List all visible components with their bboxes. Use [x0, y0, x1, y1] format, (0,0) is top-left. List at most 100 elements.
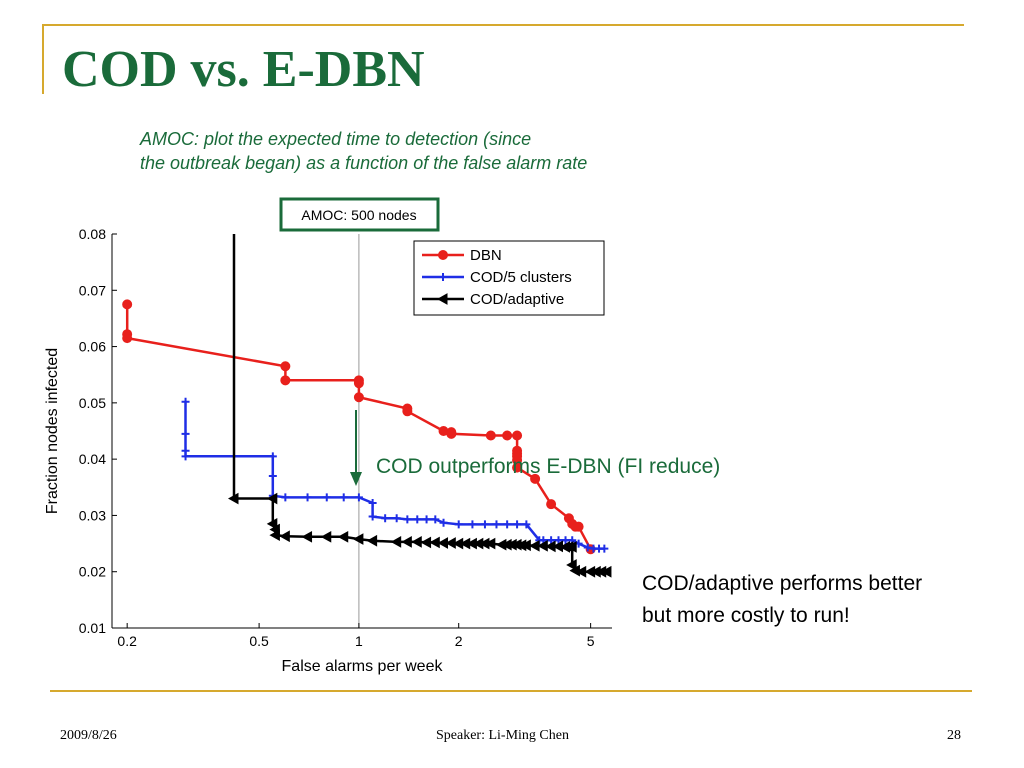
data-point — [502, 430, 513, 441]
y-tick-label: 0.05 — [79, 395, 106, 411]
data-point — [583, 543, 592, 552]
y-tick-label: 0.07 — [79, 282, 106, 298]
data-point — [530, 473, 541, 484]
data-point — [411, 536, 422, 548]
data-point — [454, 520, 463, 529]
data-point — [429, 536, 440, 549]
annotation-adaptive-line-2: but more costly to run! — [642, 604, 850, 627]
footer-speaker: Speaker: Li-Ming Chen — [436, 728, 569, 743]
y-tick-label: 0.02 — [79, 564, 106, 580]
y-tick-label: 0.08 — [79, 226, 106, 242]
data-point — [600, 565, 612, 578]
data-point — [381, 514, 390, 523]
left-rule — [42, 24, 44, 94]
data-point — [390, 536, 402, 548]
data-point — [401, 536, 412, 548]
series-1 — [181, 397, 609, 553]
series-0 — [122, 299, 596, 555]
annotation-adaptive-line-1: COD/adaptive performs better — [642, 572, 923, 595]
data-point — [573, 521, 584, 532]
data-point — [353, 378, 364, 389]
y-axis-label: Fraction nodes infected — [44, 348, 61, 514]
data-point — [280, 361, 291, 372]
x-tick-label: 5 — [587, 633, 595, 649]
x-tick-label: 0.5 — [249, 633, 269, 649]
x-axis-label: False alarms per week — [282, 658, 444, 675]
x-tick-label: 2 — [455, 633, 463, 649]
data-point — [392, 514, 401, 523]
x-tick-label: 1 — [355, 633, 363, 649]
subtitle-line-2: the outbreak began) as a function of the… — [140, 153, 588, 173]
data-point — [446, 428, 457, 439]
data-point — [522, 520, 531, 529]
data-point — [122, 299, 133, 310]
legend-marker — [438, 250, 448, 260]
data-point — [279, 530, 290, 543]
data-point — [503, 520, 512, 529]
data-point — [546, 499, 557, 510]
data-point — [439, 518, 448, 527]
data-point — [368, 499, 377, 508]
data-point — [492, 520, 501, 529]
data-point — [227, 492, 239, 505]
data-point — [268, 452, 277, 461]
data-point — [403, 515, 412, 524]
data-point — [513, 520, 522, 529]
subtitle-line-1: AMOC: plot the expected time to detectio… — [140, 129, 532, 149]
bottom-rule — [50, 690, 972, 692]
data-point — [281, 493, 290, 502]
data-point — [420, 536, 432, 549]
amoc-chart: 0.01 0.02 0.03 0.04 0.05 0.06 0.07 0.08 0.2 0.5 1 2… — [44, 197, 612, 675]
annotation-cod-outperforms: COD outperforms E-DBN (FI reduce) — [376, 455, 721, 478]
data-point — [301, 530, 313, 543]
data-point — [366, 534, 378, 547]
data-point — [322, 493, 331, 502]
footer-page-number: 28 — [947, 728, 961, 743]
data-point — [402, 406, 413, 417]
data-point — [353, 392, 364, 403]
legend-label: COD/5 clusters — [470, 269, 572, 286]
series-2 — [227, 234, 612, 578]
data-point — [266, 492, 278, 505]
data-point — [547, 536, 556, 545]
data-point — [354, 493, 363, 502]
data-point — [512, 430, 523, 441]
y-tick-label: 0.04 — [79, 451, 106, 467]
data-point — [413, 515, 422, 524]
legend-marker — [439, 273, 447, 281]
legend-label: DBN — [470, 247, 502, 264]
y-tick-label: 0.03 — [79, 507, 106, 523]
data-point — [339, 493, 348, 502]
data-point — [561, 536, 570, 545]
data-point — [266, 518, 278, 530]
top-rule — [42, 24, 964, 26]
data-point — [480, 520, 489, 529]
data-point — [122, 333, 133, 344]
data-point — [422, 515, 431, 524]
data-point — [181, 452, 190, 461]
data-point — [368, 512, 377, 521]
y-tick-label: 0.01 — [79, 620, 106, 636]
data-point — [484, 537, 496, 550]
y-tick-label: 0.06 — [79, 339, 106, 355]
data-point — [468, 520, 477, 529]
legend-marker — [436, 293, 448, 305]
data-point — [320, 530, 332, 543]
x-tick-label: 0.2 — [117, 633, 137, 649]
data-point — [181, 429, 190, 438]
data-point — [303, 493, 312, 502]
data-point — [280, 375, 291, 386]
slide-subtitle: AMOC: plot the expected time to detectio… — [140, 127, 587, 175]
data-point — [566, 559, 577, 571]
data-point — [485, 430, 496, 441]
footer-date: 2009/8/26 — [60, 728, 117, 743]
data-point — [181, 397, 190, 406]
data-point — [337, 530, 349, 543]
data-point — [269, 529, 280, 541]
data-point — [566, 541, 577, 553]
data-point — [352, 533, 364, 545]
legend-label: COD/adaptive — [470, 291, 564, 308]
chart-label-box — [279, 197, 440, 232]
annotation-adaptive: COD/adaptive performs better but more co… — [642, 568, 922, 632]
data-point — [268, 472, 277, 481]
